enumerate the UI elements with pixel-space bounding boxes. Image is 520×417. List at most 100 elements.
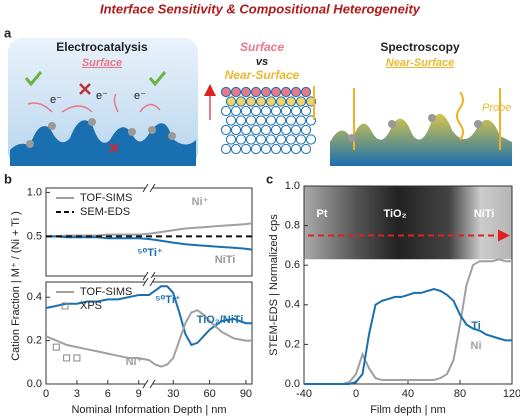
check-icon — [24, 71, 167, 87]
atom — [280, 105, 292, 117]
atom — [285, 134, 297, 145]
atom — [280, 124, 292, 136]
series-marker — [63, 354, 71, 362]
y-tick-label: 0.2 — [285, 338, 300, 350]
x-tick-label: 90 — [240, 388, 252, 400]
atom — [265, 134, 277, 145]
atom — [220, 124, 232, 136]
panel-label: a — [4, 25, 12, 40]
electron-path — [27, 93, 161, 113]
x-tick-label: 30 — [167, 388, 179, 400]
probe-label: Probe — [482, 102, 511, 114]
atom — [290, 105, 302, 117]
legend-label: TOF-SIMS — [80, 192, 132, 204]
atom — [255, 96, 267, 107]
electron-label: e⁻ — [96, 90, 108, 102]
atom — [295, 115, 307, 126]
atom — [245, 96, 257, 107]
atom — [235, 134, 247, 145]
atom — [250, 105, 262, 117]
atom — [225, 96, 237, 107]
atom — [295, 96, 307, 107]
atom — [245, 134, 257, 145]
atom — [260, 143, 272, 155]
panel-label: b — [4, 171, 12, 186]
atom — [275, 115, 287, 126]
atom — [275, 96, 287, 107]
axis-break — [146, 380, 152, 388]
subheading: Surface — [240, 40, 284, 54]
series-label: Ti — [471, 320, 481, 332]
axis-break — [146, 278, 152, 286]
plot-frame — [45, 281, 253, 385]
atom — [220, 86, 232, 98]
x-tick-label: 3 — [74, 388, 80, 400]
series-label: ⁵⁰Ti⁺ — [137, 247, 163, 259]
atom — [230, 86, 242, 98]
x-tick-label: 120 — [503, 388, 520, 400]
axis-break — [146, 272, 152, 280]
subheading: Near-Surface — [386, 57, 454, 69]
y-tick-label: 1.0 — [285, 180, 300, 192]
atom — [250, 86, 262, 98]
x-tick-label: 80 — [454, 388, 466, 400]
y-tick-label: 0.5 — [27, 230, 42, 242]
y-tick-label: 0.8 — [285, 220, 300, 232]
atom — [230, 143, 242, 155]
atom — [280, 143, 292, 155]
x-tick-label: 6 — [105, 388, 111, 400]
y-tick-label: 1.0 — [27, 186, 42, 198]
atom — [290, 143, 302, 155]
y-axis-label: STEM-EDS | Normalized cps — [268, 214, 280, 356]
figure-title: Interface Sensitivity & Compositional He… — [100, 1, 421, 16]
atom — [260, 124, 272, 136]
subheading: Surface — [82, 57, 122, 69]
annotation: TiO₂/NiTi — [197, 314, 244, 326]
cross-icon — [79, 83, 119, 153]
legend-label: XPS — [80, 300, 102, 312]
atom — [300, 105, 312, 117]
atom — [225, 115, 237, 126]
catalyst — [10, 120, 196, 166]
panel-label: c — [266, 171, 273, 186]
atom — [250, 143, 262, 155]
atom — [265, 96, 277, 107]
y-tick-label: 0.2 — [27, 335, 42, 347]
atom — [285, 115, 297, 126]
series-line — [45, 309, 252, 368]
subheading: Near-Surface — [225, 68, 300, 82]
series-marker — [52, 343, 60, 351]
x-tick-label: -40 — [296, 388, 312, 400]
legend-label: SEM-EDS — [80, 206, 130, 218]
atom — [245, 115, 257, 126]
series-line — [46, 222, 253, 238]
atom — [220, 105, 232, 117]
atom — [260, 86, 272, 98]
atom — [255, 134, 267, 145]
atom — [250, 124, 262, 136]
annotation: NiTi — [474, 208, 495, 220]
legend-marker — [61, 302, 69, 310]
atom — [285, 96, 297, 107]
series-marker — [73, 354, 81, 362]
atom — [290, 86, 302, 98]
heading: Electrocatalysis — [56, 40, 148, 54]
series-label: ⁵⁰Ti⁺ — [155, 294, 181, 306]
atom — [275, 134, 287, 145]
atom — [240, 124, 252, 136]
atom — [225, 134, 237, 145]
y-tick-label: 0.6 — [285, 259, 300, 271]
annotation: NiTi — [215, 254, 236, 266]
series-label: Ni — [471, 340, 482, 352]
series-line — [304, 258, 512, 385]
atom — [280, 86, 292, 98]
atom — [230, 105, 242, 117]
atom — [255, 115, 267, 126]
atom — [270, 86, 282, 98]
y-axis-label: Cation Fraction | M⁺ / (Ni + Ti ) — [10, 211, 22, 361]
atom — [270, 105, 282, 117]
sample — [330, 113, 512, 166]
atom — [240, 143, 252, 155]
subheading: vs — [256, 56, 268, 68]
lattice — [220, 86, 317, 155]
